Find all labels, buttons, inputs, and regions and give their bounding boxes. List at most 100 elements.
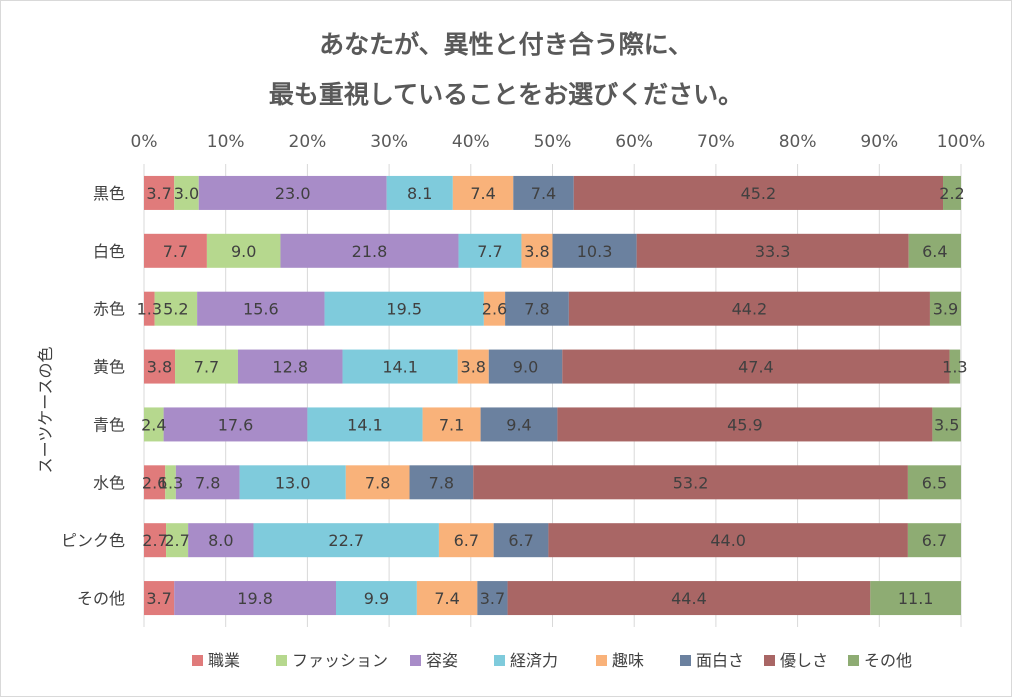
category-label: 黒色 [93,184,125,203]
data-label: 12.8 [272,358,308,377]
bar-segment [932,407,961,442]
data-label: 3.7 [146,184,171,203]
data-label: 2.4 [141,415,166,434]
category-label: 赤色 [93,300,125,319]
data-label: 2.7 [142,531,167,550]
data-label: 5.2 [163,300,188,319]
bar-segment [908,233,961,268]
bar-segment [480,407,558,442]
bar-segment [144,407,164,442]
legend-swatch [410,655,421,666]
bar-segment [324,291,484,326]
data-label: 22.7 [328,531,364,550]
data-label: 2.6 [482,300,507,319]
data-label: 8.0 [208,531,233,550]
data-label: 10.3 [577,242,613,261]
bar-segment [568,291,930,326]
data-label: 7.4 [470,184,495,203]
bar-segment [144,291,155,326]
legend-swatch [596,655,607,666]
bar-segment [163,407,308,442]
category-label: その他 [77,589,125,608]
bar-segment [557,407,933,442]
bar-segment [335,581,417,616]
data-label: 6.5 [922,473,947,492]
x-tick-label: 30% [370,132,408,152]
data-label: 53.2 [673,473,709,492]
data-label: 11.1 [898,589,934,608]
grid-layer [143,164,962,627]
data-label: 45.9 [727,415,763,434]
bar-segment [175,465,240,500]
x-tick-label: 70% [697,132,735,152]
data-label: 2.7 [164,531,189,550]
data-label: 9.0 [231,242,256,261]
bar-segment [552,233,637,268]
data-label: 3.0 [174,184,199,203]
bar-segment [907,465,961,500]
bar-segment [458,233,522,268]
x-tick-label: 100% [937,132,986,152]
x-tick-label: 0% [131,132,158,152]
data-label: 2.6 [142,473,167,492]
legend-label: 優しさ [780,651,828,670]
legend-label: 職業 [208,651,240,670]
legend-swatch [276,655,287,666]
x-tick-label: 90% [860,132,898,152]
data-label: 14.1 [347,415,383,434]
bar-layer [144,175,961,616]
bar-segment [416,581,478,616]
bar-segment [488,349,563,384]
bar-segment [477,581,508,616]
bar-segment [253,523,439,558]
data-label: 7.8 [524,300,549,319]
data-label: 2.2 [939,184,964,203]
bar-segment [473,465,908,500]
bar-segment [144,523,167,558]
bar-segment [513,175,574,210]
legend-label: その他 [864,651,912,670]
bar-segment [438,523,494,558]
data-label: 6.7 [508,531,533,550]
bar-segment [483,291,506,326]
bar-segment [144,349,176,384]
data-label: 44.4 [671,589,707,608]
x-tick-label: 10% [207,132,245,152]
legend: 職業 ファッション 容姿 経済力 趣味 面白さ 優しさ その他 [192,651,912,670]
data-label: 15.6 [243,300,279,319]
data-label: 9.4 [506,415,531,434]
bar-segment [174,581,336,616]
bar-segment [342,349,458,384]
bar-segment [166,523,189,558]
bar-segment [422,407,481,442]
bar-segment [280,233,459,268]
data-label: 17.6 [218,415,254,434]
bar-segment [165,465,176,500]
x-tick-label: 60% [615,132,653,152]
data-label: 6.4 [922,242,947,261]
data-label: 3.5 [934,415,959,434]
data-label: 6.7 [454,531,479,550]
data-label: 3.7 [480,589,505,608]
data-label: 14.1 [382,358,418,377]
x-tick-label: 40% [452,132,490,152]
data-label: 1.3 [942,358,967,377]
bar-segment [907,523,961,558]
data-label: 9.9 [364,589,389,608]
data-label: 7.8 [195,473,220,492]
data-label: 45.2 [741,184,777,203]
data-label: 13.0 [275,473,311,492]
data-label: 3.7 [146,589,171,608]
legend-swatch [848,655,859,666]
bar-segment [949,349,961,384]
bar-segment [174,175,199,210]
data-label: 7.1 [439,415,464,434]
bar-segment [144,465,166,500]
data-label: 8.1 [407,184,432,203]
data-labels: 3.7 3.0 23.0 8.1 7.4 7.4 45.2 2.27.7 9.0 21.8 7.7 3… [137,184,968,608]
data-label: 44.2 [732,300,768,319]
bar-segment [188,523,254,558]
bar-segment [505,291,569,326]
